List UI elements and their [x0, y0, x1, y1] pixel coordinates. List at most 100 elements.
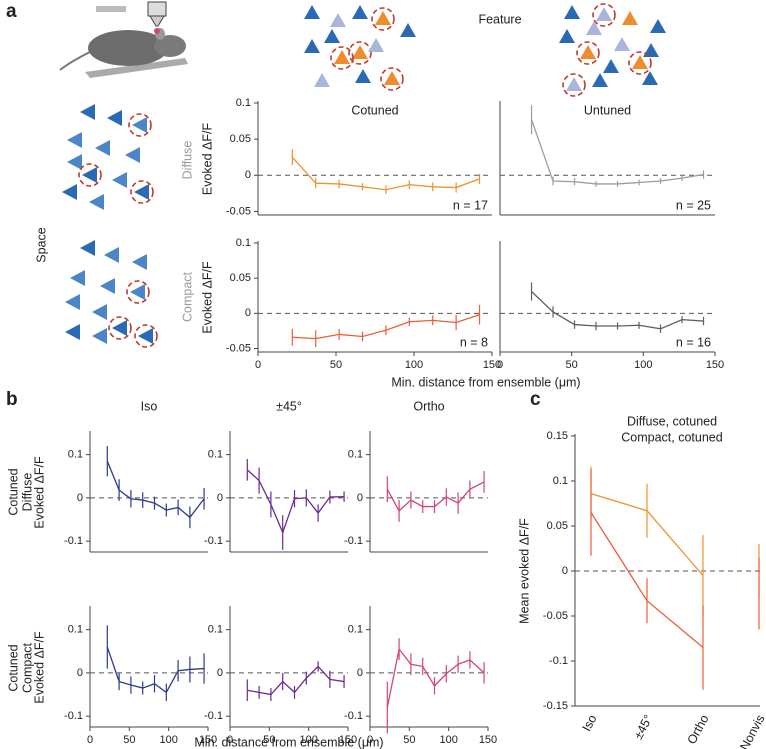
neuron-triangle [559, 29, 575, 43]
y-tick-label: 0.1 [348, 449, 363, 461]
panel-label: b [6, 389, 18, 410]
ensemble-circle [348, 41, 372, 65]
y-tick-label: 0.05 [230, 133, 251, 145]
y-tick-label: -0.1 [549, 655, 568, 667]
x-tick-label: 0 [367, 734, 373, 746]
neuron-triangle [592, 73, 608, 87]
headbar [96, 6, 126, 12]
x-tick-label: 50 [330, 359, 342, 371]
neuron-triangle [132, 117, 147, 133]
y-tick-label: 0.1 [68, 449, 83, 461]
neuron-triangle [304, 39, 320, 53]
y-tick-label: 0.1 [208, 449, 223, 461]
legend-entry: Compact, cotuned [621, 430, 722, 444]
neuron-triangle [384, 71, 400, 85]
x-tick-label: Nonvis [737, 712, 766, 749]
data-line [291, 156, 480, 191]
y-tick-label: -0.1 [204, 535, 223, 547]
chart-title: Untuned [584, 103, 631, 117]
x-tick-label: 150 [339, 734, 357, 746]
row-label: Diffuse [180, 141, 194, 180]
imaging-site [154, 28, 160, 34]
row-label: Diffuse [20, 473, 34, 512]
neuron-triangle [642, 71, 658, 85]
x-axis-label: Min. distance from ensemble (μm) [391, 375, 580, 389]
neuron-triangle [352, 45, 368, 59]
ensemble-circle [130, 180, 154, 204]
neuron-triangle [67, 154, 82, 170]
x-tick-label: 150 [479, 734, 497, 746]
x-tick-label: 100 [405, 359, 423, 371]
neuron-triangle [324, 29, 340, 43]
neuron-triangle [375, 11, 391, 25]
x-tick-label: 100 [439, 734, 457, 746]
neuron-triangle [586, 21, 602, 35]
ensemble-circle [371, 7, 395, 31]
neuron-triangle [355, 69, 371, 83]
row-label: Compact [20, 642, 34, 693]
neuron-triangle [62, 184, 77, 200]
y-tick-label: -0.1 [64, 535, 83, 547]
y-tick-label: 0 [562, 565, 568, 577]
objective-tip [149, 15, 165, 27]
neuron-triangle [125, 147, 140, 163]
x-tick-label: Ortho [685, 712, 712, 746]
neuron-triangle [330, 13, 346, 27]
ensemble-circle [78, 163, 102, 187]
y-tick-label: -0.15 [543, 700, 568, 712]
y-tick-label: 0 [77, 667, 83, 679]
y-tick-label: -0.05 [226, 342, 251, 354]
y-axis-label: Mean evoked ΔF/F [517, 518, 531, 624]
y-tick-label: 0.1 [236, 97, 251, 109]
neuron-triangle [134, 184, 149, 200]
neuron-triangle [80, 240, 95, 256]
x-tick-label: Iso [579, 712, 599, 733]
ensemble-circle [330, 46, 354, 70]
neuron-triangle [80, 104, 95, 120]
x-tick-label: 0 [497, 359, 503, 371]
y-axis-label: Evoked ΔF/F [32, 456, 46, 529]
neuron-triangle [632, 55, 648, 69]
y-tick-label: 0.05 [547, 520, 568, 532]
y-tick-label: 0.1 [553, 475, 568, 487]
neuron-triangle [132, 254, 147, 270]
y-tick-label: 0.1 [236, 237, 251, 249]
legend-entry: Diffuse, cotuned [627, 414, 717, 428]
neuron-triangle [650, 19, 666, 33]
neuron-triangle [603, 59, 619, 73]
neuron-triangle [107, 110, 122, 126]
y-tick-label: -0.05 [543, 610, 568, 622]
x-tick-label: 0 [255, 359, 261, 371]
ensemble-circle [134, 324, 158, 348]
ensemble-circle [592, 3, 616, 27]
y-tick-label: 0 [357, 667, 363, 679]
annotation: n = 16 [676, 335, 711, 349]
annotation: n = 25 [676, 198, 711, 212]
panel-label: c [530, 389, 541, 410]
y-tick-label: 0 [245, 169, 251, 181]
x-tick-label: 50 [403, 734, 415, 746]
x-tick-label: 0 [87, 734, 93, 746]
row-label: Cotuned [6, 468, 20, 515]
neuron-triangle [92, 304, 107, 320]
ensemble-circle [108, 316, 132, 340]
neuron-triangle [112, 172, 127, 188]
x-tick-label: 50 [263, 734, 275, 746]
x-tick-label: 50 [566, 359, 578, 371]
y-tick-label: -0.1 [204, 710, 223, 722]
x-tick-label: 100 [299, 734, 317, 746]
neuron-triangle [65, 294, 80, 310]
ensemble-circle [628, 51, 652, 75]
row-label: Compact [180, 271, 194, 322]
mouse-tail [59, 51, 91, 71]
ensemble-circle [576, 41, 600, 65]
neuron-triangle [70, 270, 85, 286]
neuron-triangle [304, 5, 320, 19]
neuron-triangle [580, 45, 596, 59]
mouse-illustration [59, 1, 188, 78]
mouse-head [154, 35, 186, 57]
neuron-triangle [334, 50, 350, 64]
y-tick-label: 0 [77, 492, 83, 504]
y-axis-label: Evoked ΔF/F [200, 123, 214, 196]
space-label: Space [34, 227, 48, 262]
